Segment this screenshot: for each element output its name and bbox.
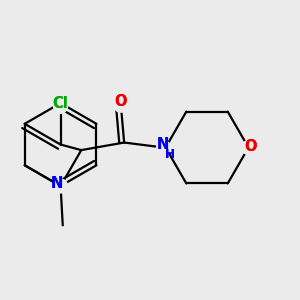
Text: N: N bbox=[156, 137, 169, 152]
Text: N: N bbox=[156, 137, 169, 152]
Circle shape bbox=[241, 140, 256, 155]
Circle shape bbox=[156, 140, 171, 155]
Text: Cl: Cl bbox=[53, 96, 68, 111]
Text: H: H bbox=[164, 148, 175, 161]
Text: N: N bbox=[51, 176, 64, 191]
Circle shape bbox=[113, 98, 128, 113]
Circle shape bbox=[53, 178, 68, 194]
Text: O: O bbox=[244, 139, 257, 154]
Text: O: O bbox=[115, 94, 127, 110]
Text: H: H bbox=[164, 148, 175, 161]
Circle shape bbox=[53, 99, 68, 114]
Text: O: O bbox=[115, 94, 127, 110]
Text: Cl: Cl bbox=[53, 96, 68, 111]
Text: N: N bbox=[51, 176, 64, 191]
Text: O: O bbox=[244, 139, 257, 154]
